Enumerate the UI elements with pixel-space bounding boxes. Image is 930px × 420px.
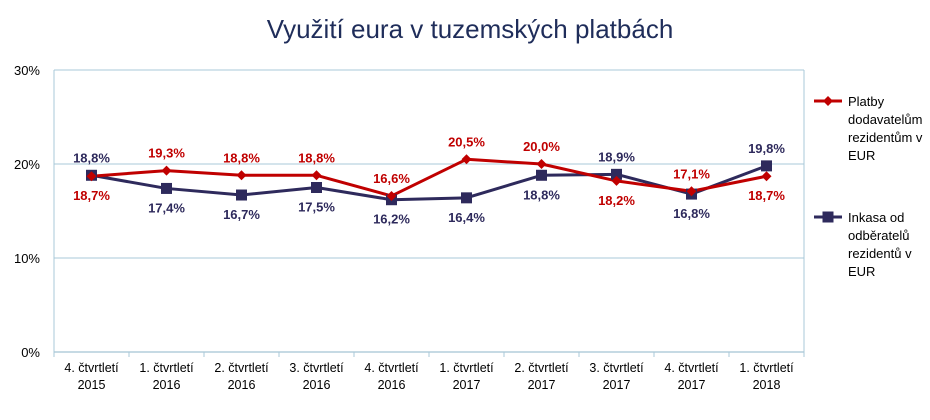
data-labels: 18,7% 19,3% 18,8% 18,8% 16,6% 20,5% 20,0% 18,2%…	[73, 134, 785, 226]
square-marker	[611, 168, 622, 180]
square-marker	[822, 211, 834, 223]
chart-title: Využití eura v tuzemských platbách	[267, 14, 674, 44]
data-label: 18,9%	[598, 149, 635, 164]
diamond-marker	[761, 171, 772, 182]
x-tick-label: 4. čtvrtletí 2015	[64, 361, 119, 392]
diamond-marker	[536, 159, 547, 169]
data-label: 16,2%	[373, 212, 410, 227]
legend: Platby dodavatelům rezidentům v EUR Inkasa o…	[814, 94, 923, 279]
y-axis: 0% 10% 20% 30%	[14, 63, 40, 360]
diamond-marker	[236, 170, 247, 181]
legend-label: Platby dodavatelům rezidentům v EUR	[848, 94, 923, 163]
data-label: 18,8%	[523, 187, 560, 202]
x-tick-label: 1. čtvrtletí 2016	[139, 361, 194, 392]
series-layer	[86, 154, 772, 206]
diamond-marker	[686, 186, 697, 197]
diamond-marker	[311, 170, 322, 181]
x-tick-label: 2. čtvrtletí 2016	[214, 361, 269, 392]
legend-label: Inkasa od odběratelů rezidentů v EUR	[848, 210, 912, 279]
x-tick-label: 3. čtvrtletí 2016	[289, 361, 344, 392]
square-marker	[761, 160, 772, 172]
square-marker	[536, 169, 547, 181]
diamond-marker	[86, 171, 97, 182]
data-label: 17,4%	[148, 200, 185, 215]
square-marker	[311, 182, 322, 193]
x-tick-label: 1. čtvrtletí 2017	[439, 361, 494, 392]
square-marker	[161, 182, 172, 194]
x-tick-label: 2. čtvrtletí 2017	[514, 361, 569, 392]
data-label: 18,7%	[748, 188, 785, 203]
data-label: 18,2%	[598, 193, 635, 208]
x-tick-label: 3. čtvrtletí 2017	[589, 361, 644, 392]
data-label: 18,8%	[298, 150, 335, 165]
data-label: 19,3%	[148, 146, 185, 161]
data-label: 20,5%	[448, 134, 485, 149]
diamond-marker	[161, 165, 172, 176]
x-tick-label: 4. čtvrtletí 2016	[364, 361, 419, 392]
square-marker	[461, 192, 472, 204]
data-label: 19,8%	[748, 141, 785, 156]
diamond-marker	[461, 154, 472, 165]
x-axis: 4. čtvrtletí 2015 1. čtvrtletí 2016 2. čtvrt…	[53, 352, 805, 392]
gridlines	[53, 69, 805, 353]
series-line	[91, 157, 767, 198]
data-label: 16,6%	[373, 171, 410, 186]
data-label: 20,0%	[523, 139, 560, 154]
data-label: 16,8%	[673, 206, 710, 221]
data-label: 17,1%	[673, 166, 710, 181]
data-label: 17,5%	[298, 200, 335, 215]
y-tick-label: 30%	[14, 63, 40, 78]
x-tick-label: 1. čtvrtletí 2018	[739, 361, 794, 392]
series-line	[91, 164, 768, 202]
square-marker	[236, 189, 247, 201]
data-label: 18,8%	[73, 150, 110, 165]
diamond-marker	[611, 175, 622, 186]
diamond-marker	[823, 96, 833, 106]
y-tick-label: 0%	[21, 345, 40, 360]
data-label: 18,7%	[73, 188, 110, 203]
data-label: 18,8%	[223, 150, 260, 165]
diamond-marker	[386, 190, 397, 201]
data-label: 16,7%	[223, 207, 260, 222]
y-tick-label: 10%	[14, 251, 40, 266]
x-tick-label: 4. čtvrtletí 2017	[664, 361, 719, 392]
data-label: 16,4%	[448, 210, 485, 225]
y-tick-label: 20%	[14, 157, 40, 172]
